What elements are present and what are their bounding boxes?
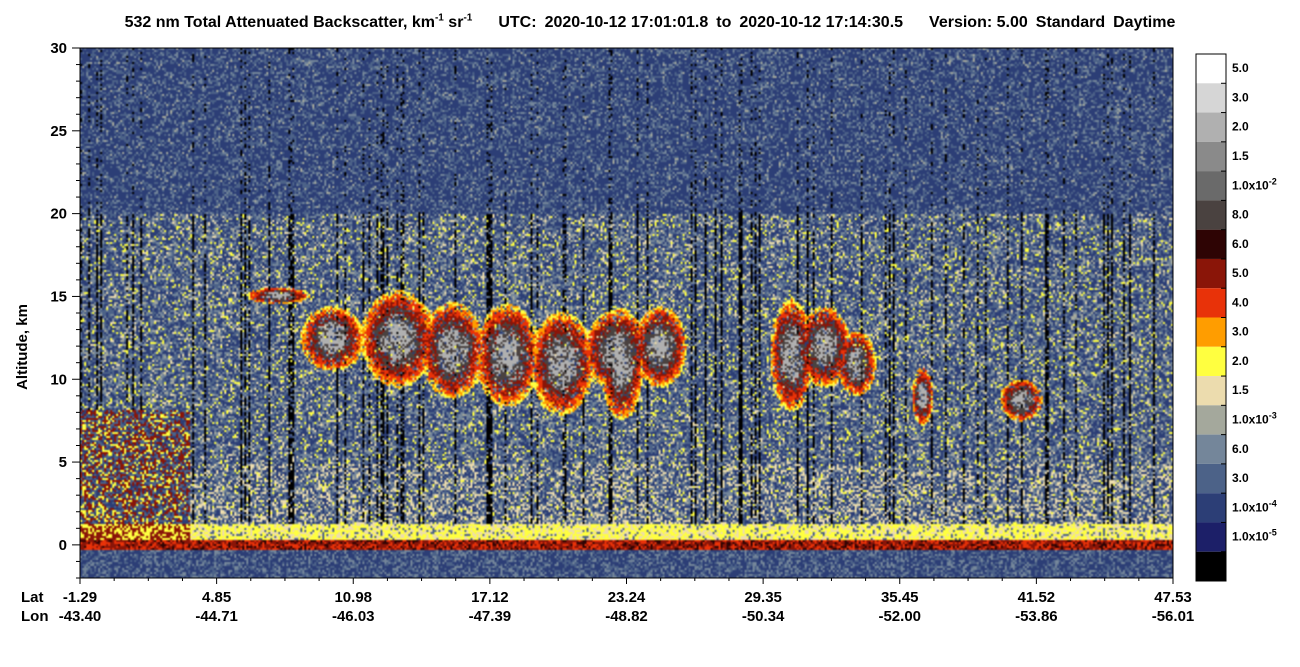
- y-tick-label: 30: [50, 40, 67, 57]
- chart-title: 532 nm Total Attenuated Backscatter, km-…: [0, 12, 1300, 32]
- colorbar-bin: [1196, 551, 1226, 581]
- y-axis: 30 25 20 15 10 5 0: [50, 40, 80, 579]
- lon-row-label: Lon: [21, 608, 49, 625]
- colorbar-label: 1.5: [1232, 383, 1249, 397]
- colorbar-bin: [1196, 434, 1226, 464]
- title-sr: sr: [443, 14, 464, 31]
- y-tick-label: 0: [59, 537, 67, 554]
- colorbar-label: 6.0: [1232, 442, 1249, 456]
- colorbar-label: 3.0: [1232, 90, 1249, 104]
- lon-tick-label: -56.01: [1152, 608, 1195, 625]
- colorbar-label-exponent: -3: [1269, 410, 1277, 420]
- colorbar-label-exponent: -5: [1269, 528, 1277, 538]
- colorbar-bin: [1196, 346, 1226, 377]
- y-tick-label: 25: [50, 123, 67, 140]
- colorbar-bin: [1196, 493, 1226, 523]
- colorbar-bin: [1196, 54, 1226, 84]
- lat-row-label: Lat: [21, 589, 44, 606]
- title-daytime: Daytime: [1113, 14, 1176, 31]
- lat-tick-label: -1.29: [63, 589, 97, 606]
- colorbar-label: 1.0x10-5: [1232, 528, 1277, 544]
- lon-tick-label: -50.34: [742, 608, 785, 625]
- colorbar-label: 1.0x10-4: [1232, 498, 1277, 514]
- colorbar-bin: [1196, 288, 1226, 318]
- y-tick-label: 15: [50, 288, 67, 305]
- colorbar-label-exponent: -2: [1269, 176, 1277, 186]
- y-tick-label: 20: [50, 206, 67, 223]
- lon-tick-label: -48.82: [605, 608, 648, 625]
- colorbar-bin: [1196, 141, 1226, 172]
- lat-tick-label: 29.35: [744, 589, 782, 606]
- lat-tick-label: 47.53: [1154, 589, 1192, 606]
- y-tick-label: 5: [59, 454, 67, 471]
- colorbar-label: 3.0: [1232, 471, 1249, 485]
- y-axis-label: Altitude, km: [14, 304, 31, 390]
- colorbar-bin: [1196, 258, 1226, 289]
- colorbar-label: 2.0: [1232, 120, 1249, 134]
- lat-tick-label: 10.98: [334, 589, 372, 606]
- lon-tick-label: -46.03: [332, 608, 375, 625]
- colorbar-bin: [1196, 405, 1226, 435]
- colorbar-label: 5.0: [1232, 266, 1249, 280]
- colorbar-bin: [1196, 83, 1226, 113]
- colorbar-label: 1.0x10-3: [1232, 410, 1277, 426]
- plot-area: [79, 47, 1174, 579]
- colorbar-label-exponent: -4: [1269, 498, 1277, 508]
- lat-tick-label: 4.85: [202, 589, 231, 606]
- title-quantity: 532 nm Total Attenuated Backscatter, km: [124, 14, 435, 31]
- lon-tick-label: -47.39: [469, 608, 512, 625]
- colorbar-label: 5.0: [1232, 61, 1249, 75]
- colorbar-bin: [1196, 112, 1226, 142]
- colorbar: 5.0 3.0 2.0 1.5 1.0x10-2 8.0 6.0 5.0 4.0 3.0 2.0 1.…: [1195, 53, 1277, 582]
- colorbar-bin: [1196, 200, 1226, 230]
- colorbar-bin: [1196, 229, 1226, 259]
- backscatter-heatmap: [80, 48, 1173, 578]
- colorbar-bin: [1196, 463, 1226, 494]
- lat-tick-label: 41.52: [1018, 589, 1056, 606]
- title-end-time: 2020-10-12 17:14:30.5: [739, 14, 904, 31]
- colorbar-label: 3.0: [1232, 325, 1249, 339]
- colorbar-label: 4.0: [1232, 295, 1249, 309]
- lon-tick-label: -53.86: [1015, 608, 1058, 625]
- title-version: Version: 5.00: [929, 14, 1028, 31]
- title-utc-label: UTC:: [498, 14, 537, 31]
- title-start-time: 2020-10-12 17:01:01.8: [544, 14, 709, 31]
- x-axis: -1.29 -43.40 4.85 -44.71 10.98 -46.03 17.12 -47…: [21, 578, 1194, 625]
- lon-tick-label: -43.40: [59, 608, 102, 625]
- colorbar-bin: [1196, 522, 1226, 552]
- title-product: Standard: [1035, 14, 1106, 31]
- colorbar-label: 6.0: [1232, 237, 1249, 251]
- colorbar-label: 1.5: [1232, 149, 1249, 163]
- colorbar-label: 2.0: [1232, 354, 1249, 368]
- lon-tick-label: -44.71: [195, 608, 238, 625]
- lon-tick-label: -52.00: [878, 608, 921, 625]
- colorbar-frame: [1195, 53, 1227, 582]
- lat-tick-label: 35.45: [881, 589, 919, 606]
- title-exp2: -1: [463, 12, 473, 24]
- colorbar-bin: [1196, 317, 1226, 347]
- lat-tick-label: 17.12: [471, 589, 509, 606]
- y-tick-label: 10: [50, 371, 67, 388]
- colorbar-bin: [1196, 171, 1226, 201]
- colorbar-label: 1.0x10-2: [1232, 176, 1277, 192]
- title-to: to: [716, 14, 732, 31]
- colorbar-label: 8.0: [1232, 208, 1249, 222]
- colorbar-bin: [1196, 376, 1226, 406]
- title-exp1: -1: [434, 12, 444, 24]
- lat-tick-label: 23.24: [608, 589, 646, 606]
